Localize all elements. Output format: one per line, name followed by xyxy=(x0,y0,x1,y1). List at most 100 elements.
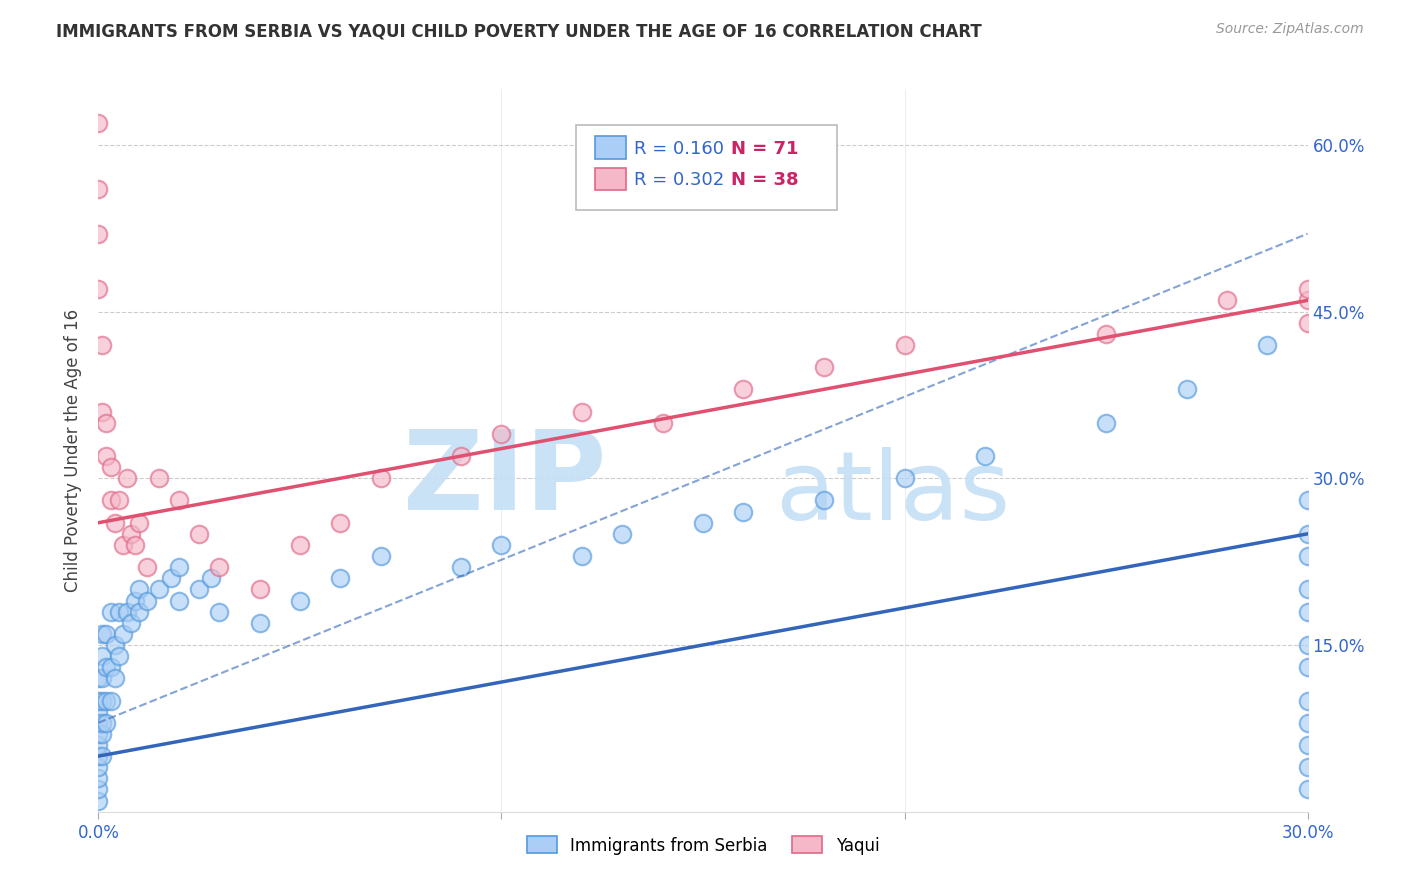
Point xyxy=(160,571,183,585)
Point xyxy=(87,227,110,241)
Point xyxy=(1296,316,1319,330)
Point xyxy=(96,693,118,707)
Point xyxy=(1296,693,1319,707)
Point xyxy=(87,282,110,296)
Point xyxy=(100,493,122,508)
Point xyxy=(571,404,593,418)
Point xyxy=(128,582,150,597)
Point xyxy=(148,471,170,485)
Point xyxy=(813,360,835,375)
Point xyxy=(813,493,835,508)
Point xyxy=(87,772,110,786)
Point xyxy=(1296,738,1319,752)
Point xyxy=(120,526,142,541)
Point xyxy=(115,605,138,619)
Point xyxy=(651,416,673,430)
Point xyxy=(692,516,714,530)
Point xyxy=(107,649,129,664)
Point xyxy=(571,549,593,563)
Point xyxy=(96,449,118,463)
Point xyxy=(128,605,150,619)
Point xyxy=(974,449,997,463)
Point xyxy=(200,571,222,585)
Point xyxy=(733,505,755,519)
Point xyxy=(87,705,110,719)
Point xyxy=(87,693,110,707)
Point xyxy=(167,593,190,607)
Point xyxy=(288,538,311,552)
Point xyxy=(87,182,110,196)
Point xyxy=(100,605,122,619)
Point xyxy=(249,615,271,630)
Point xyxy=(1296,760,1319,774)
Text: ZIP: ZIP xyxy=(404,425,606,533)
Point xyxy=(1296,293,1319,308)
Point xyxy=(100,460,122,475)
Point xyxy=(120,615,142,630)
Point xyxy=(1095,416,1118,430)
Text: atlas: atlas xyxy=(776,447,1011,541)
Point xyxy=(188,526,211,541)
Point xyxy=(107,605,129,619)
Point xyxy=(96,416,118,430)
Point xyxy=(111,627,134,641)
Point xyxy=(370,549,392,563)
Point xyxy=(135,593,157,607)
Point xyxy=(1296,660,1319,674)
Y-axis label: Child Poverty Under the Age of 16: Child Poverty Under the Age of 16 xyxy=(65,309,83,592)
Point xyxy=(91,671,114,685)
Point xyxy=(107,493,129,508)
Point xyxy=(100,660,122,674)
Point xyxy=(103,671,125,685)
Text: R = 0.302: R = 0.302 xyxy=(634,171,724,189)
Point xyxy=(148,582,170,597)
Point xyxy=(1296,582,1319,597)
Point xyxy=(96,627,118,641)
Point xyxy=(103,638,125,652)
Point xyxy=(91,693,114,707)
Text: R = 0.160: R = 0.160 xyxy=(634,140,724,158)
Point xyxy=(188,582,211,597)
Point xyxy=(128,516,150,530)
Point xyxy=(87,727,110,741)
Point xyxy=(87,671,110,685)
Point xyxy=(91,627,114,641)
Point xyxy=(91,338,114,352)
Point xyxy=(115,471,138,485)
Legend: Immigrants from Serbia, Yaqui: Immigrants from Serbia, Yaqui xyxy=(520,830,886,861)
Point xyxy=(1296,715,1319,730)
Point xyxy=(450,560,472,574)
Point xyxy=(1296,493,1319,508)
Point xyxy=(491,538,513,552)
Point xyxy=(1095,326,1118,341)
Point xyxy=(96,715,118,730)
Point xyxy=(1296,549,1319,563)
Point xyxy=(208,605,231,619)
Text: Source: ZipAtlas.com: Source: ZipAtlas.com xyxy=(1216,22,1364,37)
Point xyxy=(91,749,114,764)
Point xyxy=(249,582,271,597)
Point xyxy=(370,471,392,485)
Point xyxy=(124,593,146,607)
Text: N = 71: N = 71 xyxy=(731,140,799,158)
Point xyxy=(100,693,122,707)
Point xyxy=(87,749,110,764)
Point xyxy=(491,426,513,441)
Point xyxy=(87,794,110,808)
Point xyxy=(135,560,157,574)
Point xyxy=(111,538,134,552)
Point xyxy=(96,660,118,674)
Point xyxy=(91,727,114,741)
Point xyxy=(1296,782,1319,797)
Point xyxy=(87,760,110,774)
Point xyxy=(1296,526,1319,541)
Point xyxy=(1296,282,1319,296)
Point xyxy=(893,338,915,352)
Point xyxy=(87,738,110,752)
Point xyxy=(1256,338,1278,352)
Point xyxy=(1296,605,1319,619)
Point xyxy=(167,493,190,508)
Point xyxy=(288,593,311,607)
Point xyxy=(733,382,755,396)
Point xyxy=(167,560,190,574)
